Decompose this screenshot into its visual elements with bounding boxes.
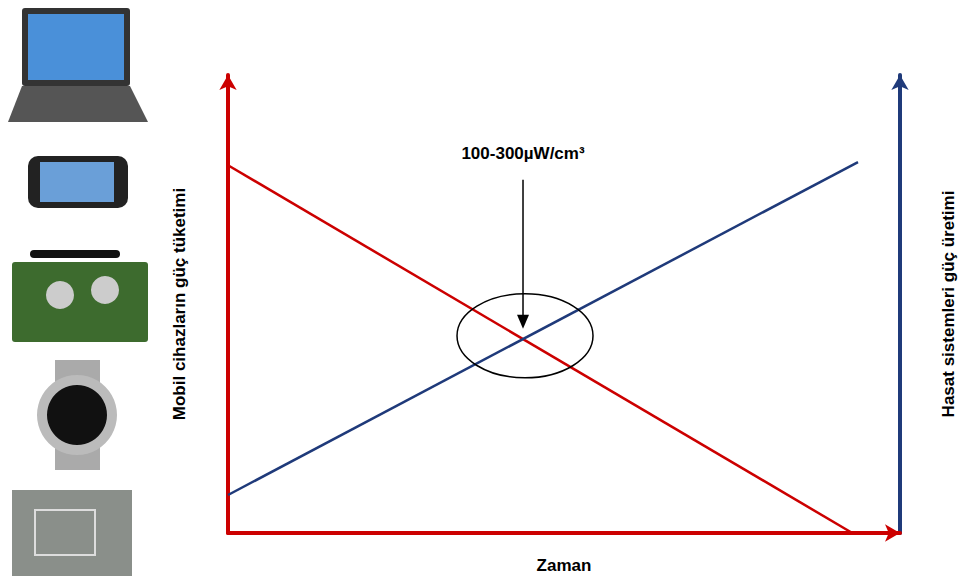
svg-text:100-300µW/cm³: 100-300µW/cm³ <box>461 144 585 163</box>
svg-text:Zaman: Zaman <box>537 556 592 575</box>
svg-text:Mobil cihazların güç tüketimi: Mobil cihazların güç tüketimi <box>170 188 189 420</box>
svg-text:Hasat sistemleri güç üretimi: Hasat sistemleri güç üretimi <box>939 191 958 418</box>
